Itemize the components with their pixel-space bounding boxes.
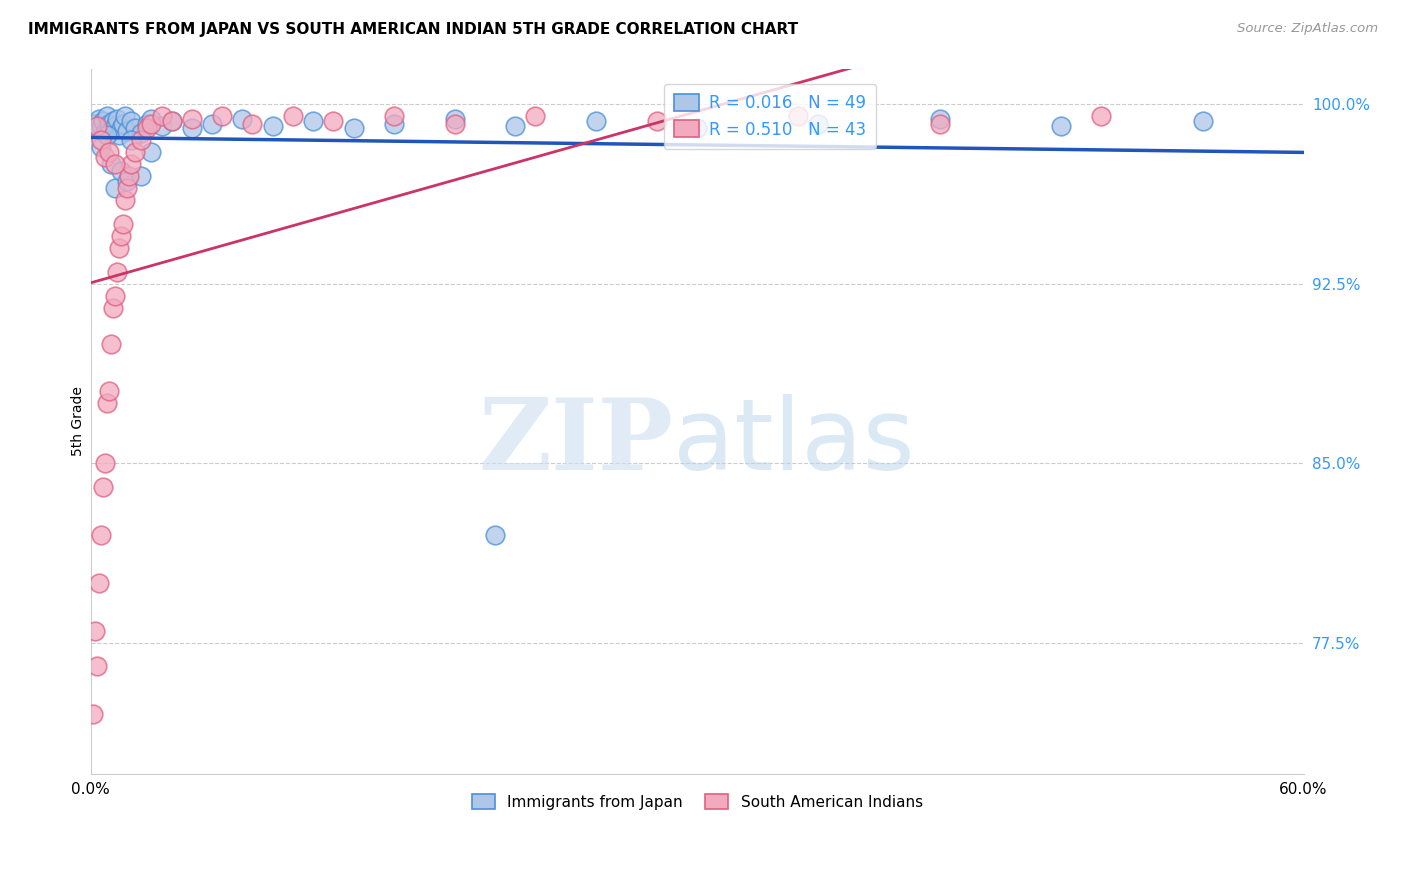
Point [100,124,122,138]
Point [87,575,110,590]
Point [115,181,138,195]
Point [86,121,108,136]
Point [928,112,950,126]
Point [262,119,284,133]
Point [87,112,110,126]
Point [141,145,163,160]
Point [281,109,304,123]
Point [90,140,112,154]
Point [136,116,159,130]
Point [211,109,233,123]
Point [141,116,163,130]
Point [90,119,112,133]
Point [124,121,146,136]
Point [86,659,108,673]
Point [150,109,173,123]
Point [524,109,547,123]
Point [160,114,183,128]
Point [96,109,118,123]
Point [1090,109,1112,123]
Point [120,133,142,147]
Point [645,114,668,128]
Point [484,528,506,542]
Point [98,384,121,399]
Text: ZIP: ZIP [478,394,673,491]
Point [322,114,344,128]
Point [787,109,810,123]
Point [131,169,153,183]
Point [101,114,124,128]
Point [104,157,127,171]
Point [110,229,132,244]
Point [382,109,405,123]
Point [503,119,526,133]
Point [114,193,136,207]
Point [136,121,159,136]
Point [91,114,114,128]
Point [928,116,950,130]
Text: Source: ZipAtlas.com: Source: ZipAtlas.com [1237,22,1378,36]
Point [1191,114,1213,128]
Point [118,169,141,183]
Point [131,126,153,140]
Point [105,112,128,126]
Point [180,112,202,126]
Point [686,121,709,136]
Y-axis label: 5th Grade: 5th Grade [72,386,86,456]
Point [342,121,364,136]
Point [112,116,135,130]
Point [82,707,104,722]
Point [90,528,112,542]
Point [91,480,114,494]
Text: atlas: atlas [673,394,914,491]
Point [98,145,121,160]
Point [94,456,117,470]
Text: IMMIGRANTS FROM JAPAN VS SOUTH AMERICAN INDIAN 5TH GRADE CORRELATION CHART: IMMIGRANTS FROM JAPAN VS SOUTH AMERICAN … [28,22,799,37]
Point [120,114,142,128]
Point [302,114,325,128]
Point [94,150,117,164]
Point [115,124,138,138]
Point [108,241,131,255]
Point [110,121,132,136]
Legend: Immigrants from Japan, South American Indians: Immigrants from Japan, South American In… [465,788,929,816]
Point [108,128,131,143]
Point [160,114,183,128]
Point [201,116,224,130]
Point [443,116,465,130]
Point [101,301,124,315]
Point [124,145,146,160]
Point [104,181,127,195]
Point [96,396,118,410]
Point [98,116,121,130]
Point [114,109,136,123]
Point [104,119,127,133]
Point [96,128,118,143]
Point [115,174,138,188]
Point [83,624,105,638]
Point [242,116,264,130]
Point [141,112,163,126]
Point [110,164,132,178]
Point [382,116,405,130]
Point [585,114,607,128]
Point [443,112,465,126]
Point [120,157,142,171]
Point [150,119,173,133]
Point [100,157,122,171]
Point [94,126,117,140]
Point [104,289,127,303]
Point [86,119,108,133]
Point [83,116,105,130]
Point [807,116,830,130]
Point [1050,119,1073,133]
Point [231,112,253,126]
Point [131,133,153,147]
Point [105,265,128,279]
Point [100,336,122,351]
Point [112,217,135,231]
Point [180,121,202,136]
Point [90,133,112,147]
